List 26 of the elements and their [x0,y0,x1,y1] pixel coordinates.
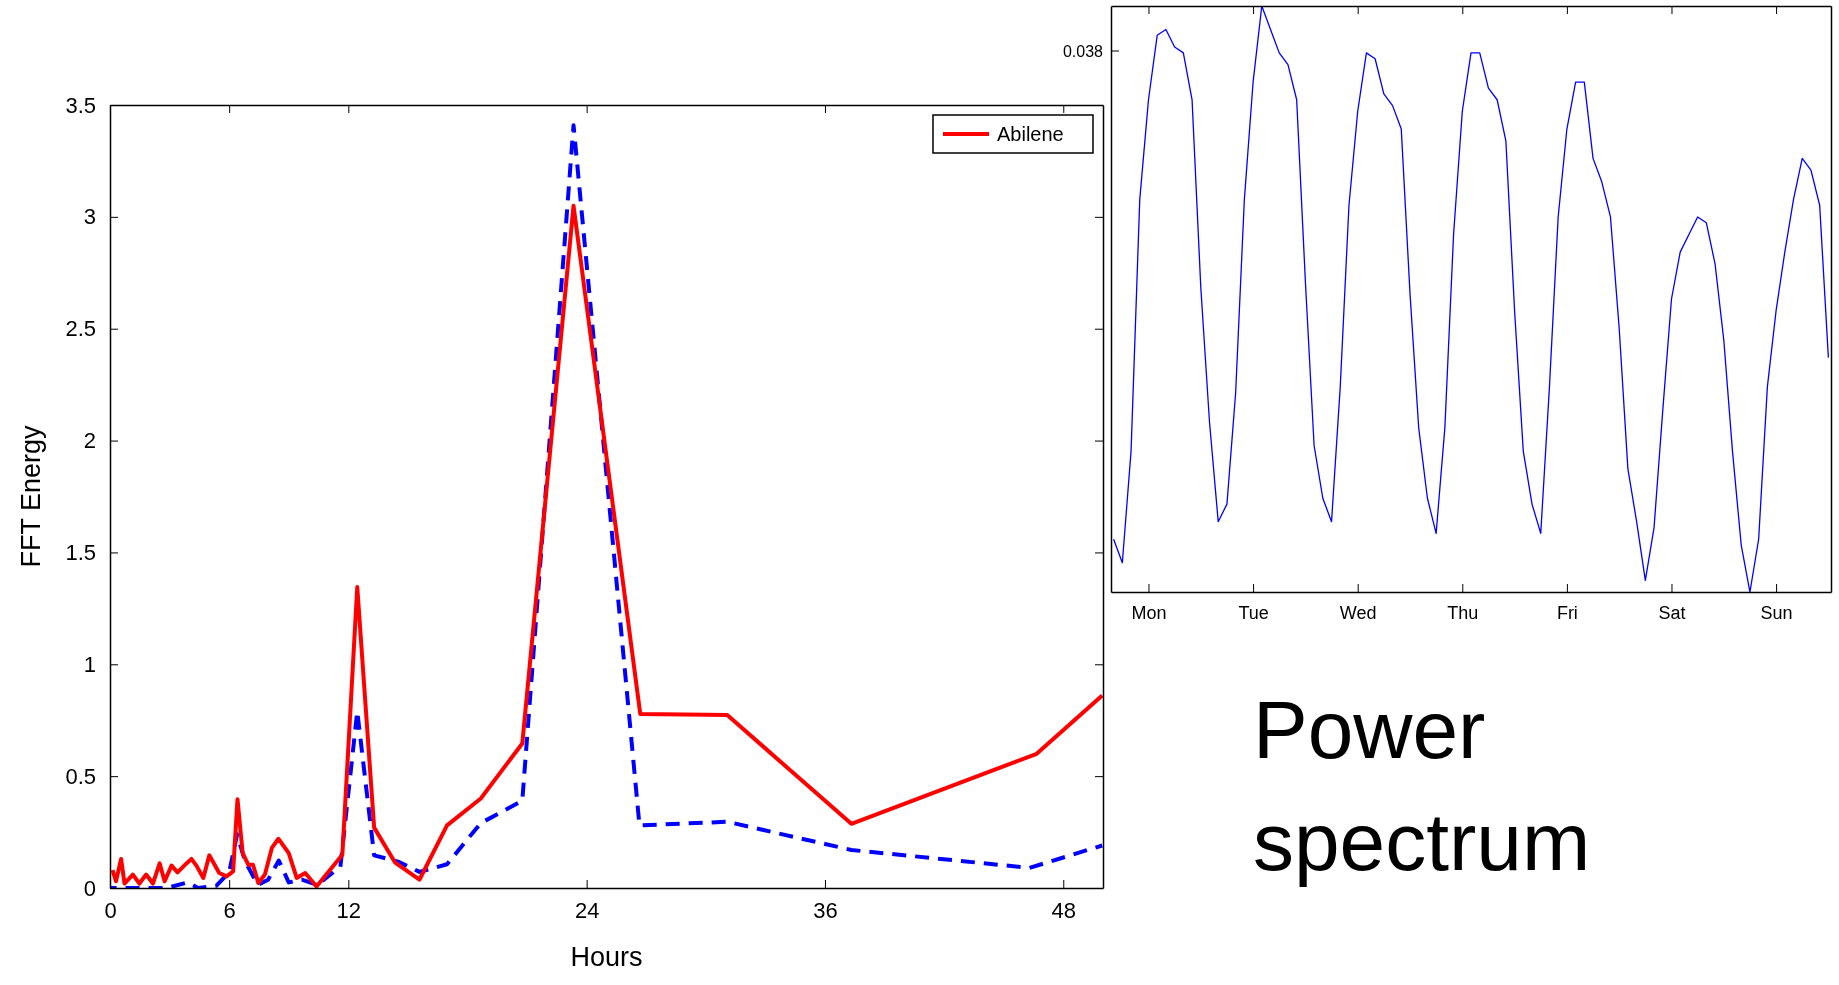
x-tick-label: 36 [813,897,838,923]
legend-label: Abilene [997,123,1064,145]
x-axis-title: Hours [570,942,643,972]
y-tick-label: 3 [83,204,96,230]
text: Power spectrum [1253,684,1591,887]
y-tick-label: 1.5 [65,539,96,565]
x-tick-label: Thu [1447,602,1479,623]
x-tick-label: 6 [223,897,236,923]
x-tick-label: Sat [1658,602,1686,623]
x-tick-label: 24 [574,897,600,923]
x-tick-label: Sun [1760,602,1793,623]
y-tick-label: 2.5 [65,316,96,342]
x-tick-label: 48 [1051,897,1077,923]
x-tick-label: Fri [1556,602,1578,623]
x-tick-label: Mon [1131,602,1167,623]
y-tick-label: 0 [83,875,96,901]
y-tick-label: 3.5 [65,92,96,118]
text: 0.038 [1062,43,1104,60]
y-axis-title: FFT Energy [16,424,46,568]
x-tick-label: 0 [104,897,117,923]
x-tick-label: Tue [1238,602,1269,623]
y-tick-label: 0.5 [65,763,96,789]
x-tick-label: Wed [1339,602,1377,623]
y-tick-label: 1 [83,651,96,677]
x-tick-label: 12 [336,897,362,923]
y-tick-label: 2 [83,428,96,454]
